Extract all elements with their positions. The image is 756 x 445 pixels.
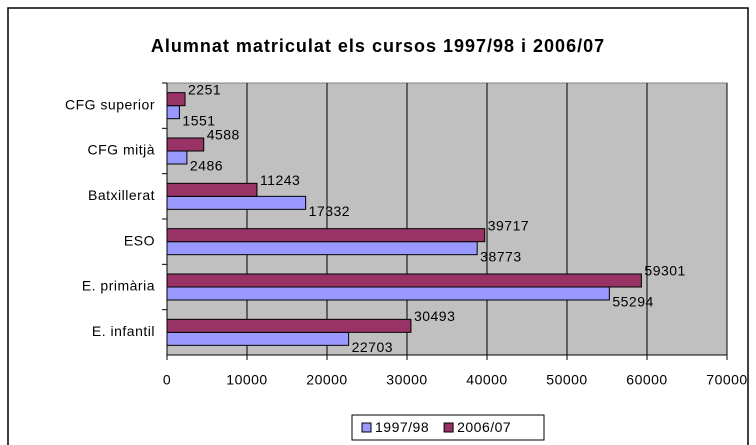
bar	[166, 286, 610, 301]
bar	[166, 92, 186, 107]
data-label: 30493	[414, 308, 455, 324]
x-tick-label: 30000	[386, 372, 427, 388]
bar	[166, 228, 486, 243]
legend-swatch	[361, 422, 372, 433]
data-label: 11243	[260, 172, 300, 188]
bar	[166, 182, 258, 197]
bar	[166, 195, 307, 210]
legend-swatch	[443, 422, 454, 433]
data-label: 55294	[612, 294, 653, 310]
y-tick-label: CFG mitjà	[88, 142, 156, 158]
chart-title: Alumnat matriculat els cursos 1997/98 i …	[151, 36, 605, 56]
data-label: 1551	[182, 112, 215, 128]
x-tick-label: 20000	[306, 372, 347, 388]
data-label: 22703	[352, 339, 393, 355]
bar	[166, 318, 412, 333]
bar	[166, 150, 188, 165]
bar	[166, 241, 478, 256]
y-tick-label: CFG superior	[65, 96, 155, 112]
data-label: 4588	[207, 127, 240, 143]
y-tick-label: Batxillerat	[88, 187, 155, 203]
x-tick-label: 50000	[546, 372, 587, 388]
x-tick-label: 40000	[466, 372, 507, 388]
bar	[166, 273, 642, 288]
data-label: 38773	[480, 248, 521, 264]
x-tick-label: 0	[163, 372, 171, 388]
bar	[166, 331, 350, 346]
legend-label: 2006/07	[457, 419, 511, 435]
y-tick-label: ESO	[124, 232, 155, 248]
x-tick-label: 70000	[706, 372, 747, 388]
data-label: 39717	[488, 217, 529, 233]
data-label: 17332	[309, 203, 350, 219]
data-label: 59301	[644, 263, 685, 279]
y-tick-label: E. primària	[82, 278, 155, 294]
bar	[166, 137, 205, 152]
bar	[166, 105, 180, 120]
data-label: 2486	[190, 158, 223, 174]
plot-area	[166, 82, 728, 356]
y-tick-label: E. infantil	[92, 323, 155, 339]
x-tick-label: 10000	[226, 372, 267, 388]
data-label: 2251	[188, 81, 221, 97]
legend-label: 1997/98	[375, 419, 429, 435]
x-tick-label: 60000	[626, 372, 667, 388]
